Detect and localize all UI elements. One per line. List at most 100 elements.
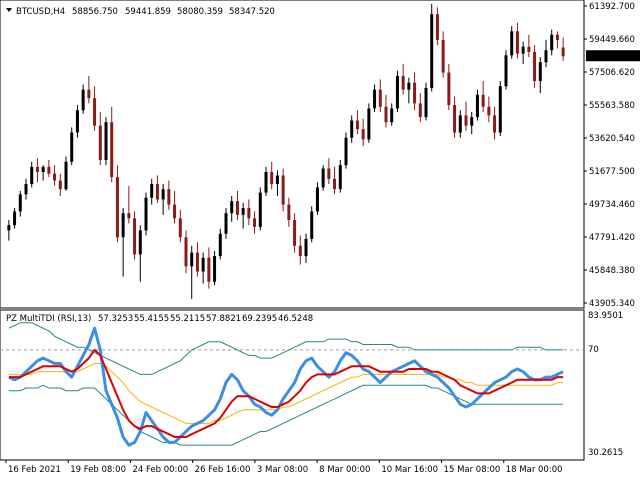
candle-body [115, 177, 119, 238]
price-axis-label: 55563.580 [589, 101, 635, 111]
price-pane[interactable]: 61392.700 59449.660 57506.620 55563.580 5362… [0, 0, 640, 309]
indicator-name: PZ MultiTDI (RSI,13) [6, 314, 91, 324]
symbol-timeframe: BTCUSD,H4 [16, 7, 65, 17]
indicator-axis-level: 70 [588, 345, 599, 355]
chart-header: BTCUSD,H4 58856.750 59441.859 58080.359 … [6, 7, 275, 17]
indicator-axis: 83.9501 70 30.2615 [588, 311, 623, 458]
candle-body [515, 31, 519, 54]
candle-body [30, 166, 34, 185]
candle-body [327, 168, 331, 179]
candle-body [110, 122, 114, 178]
candle-body [270, 171, 274, 185]
candle-body [98, 125, 102, 160]
candle-body [213, 256, 217, 282]
ohlc-high: 59441.859 [125, 7, 171, 17]
price-axis-label: 53620.540 [589, 134, 635, 144]
candle-body [264, 171, 268, 193]
candle-body [304, 238, 308, 257]
candle-body [458, 115, 462, 133]
candle-body [441, 39, 445, 73]
indicator-value-1: 57.3253 [98, 314, 133, 324]
indicator-value-3: 55.2115 [170, 314, 205, 324]
candle-body [53, 173, 57, 181]
candle-body [258, 192, 262, 227]
indicator-axis-max: 83.9501 [588, 311, 623, 321]
candle-body [104, 122, 108, 160]
candle-body [247, 208, 251, 219]
candle-body [561, 47, 565, 57]
candle-body [275, 175, 279, 185]
candle-body [338, 165, 342, 190]
candle-body [321, 168, 325, 188]
price-axis-label: 57506.620 [589, 68, 635, 78]
candle-body [195, 252, 199, 272]
candle-body [138, 230, 142, 255]
candle-body [281, 175, 285, 205]
time-axis-label: 24 Feb 00:00 [132, 465, 188, 475]
candle-body [533, 51, 537, 82]
candle-body [504, 55, 508, 87]
candle-body [18, 194, 22, 212]
candle-body [13, 211, 17, 226]
candle-body [93, 98, 97, 126]
candle-body [7, 225, 11, 231]
candle-body [487, 106, 491, 116]
price-pane-frame [0, 0, 585, 309]
candle-body [481, 94, 485, 107]
candle-body [361, 129, 365, 140]
candle-body [493, 115, 497, 133]
candle-body [218, 233, 222, 257]
candle-body [435, 14, 439, 40]
candle-body [310, 211, 314, 239]
candle-body [207, 257, 211, 282]
ohlc-close: 58347.520 [229, 7, 275, 17]
candle-body [293, 220, 297, 246]
candle-body [133, 218, 137, 255]
candle-body [464, 115, 468, 126]
candle-body [355, 120, 359, 130]
candle-body [418, 103, 422, 118]
ohlc-low: 58080.359 [177, 7, 223, 17]
candle-body [470, 117, 474, 126]
signal-line [8, 348, 564, 438]
candle-body [315, 187, 319, 212]
candle-body [527, 46, 531, 52]
candle-body [178, 218, 182, 238]
candle-body [390, 108, 394, 123]
candle-body [127, 213, 131, 219]
candle-body [75, 110, 79, 133]
candle-body [401, 75, 405, 90]
time-axis-label: 8 Mar 00:00 [319, 465, 370, 475]
candle-body [81, 89, 85, 111]
candle-body [555, 34, 559, 40]
candle-body [373, 89, 377, 109]
indicator-pane[interactable]: PZ MultiTDI (RSI,13) 57.3253 55.4155 55.… [0, 309, 623, 461]
indicator-pane-frame [0, 309, 585, 461]
candle-body [24, 184, 28, 195]
time-axis-label: 19 Feb 08:00 [70, 465, 126, 475]
indicator-value-4: 57.8821 [206, 314, 241, 324]
time-axis: 16 Feb 2021 19 Feb 08:00 24 Feb 00:00 26 Fe… [5, 460, 563, 475]
candle-body [350, 120, 354, 138]
indicator-header: PZ MultiTDI (RSI,13) 57.3253 55.4155 55.… [6, 314, 313, 324]
price-axis-label: 51677.500 [589, 167, 635, 177]
candle-body [235, 201, 239, 215]
current-price-tag: 58347.520 [586, 50, 640, 62]
candle-body [544, 50, 548, 63]
indicator-value-6: 46.5248 [278, 314, 313, 324]
candle-body [333, 178, 337, 190]
triangle-down-icon[interactable] [6, 8, 12, 12]
candle-body [447, 72, 451, 106]
candle-body [378, 89, 382, 107]
candle-body [190, 252, 194, 267]
candle-body [230, 201, 234, 214]
candle-body [430, 14, 434, 88]
candle-body [521, 46, 525, 54]
candle-body [407, 82, 411, 90]
candle-body [424, 87, 428, 118]
time-axis-label: 10 Mar 16:00 [381, 465, 438, 475]
candle-body [41, 166, 45, 172]
price-axis: 61392.700 59449.660 57506.620 55563.580 5362… [584, 2, 635, 309]
